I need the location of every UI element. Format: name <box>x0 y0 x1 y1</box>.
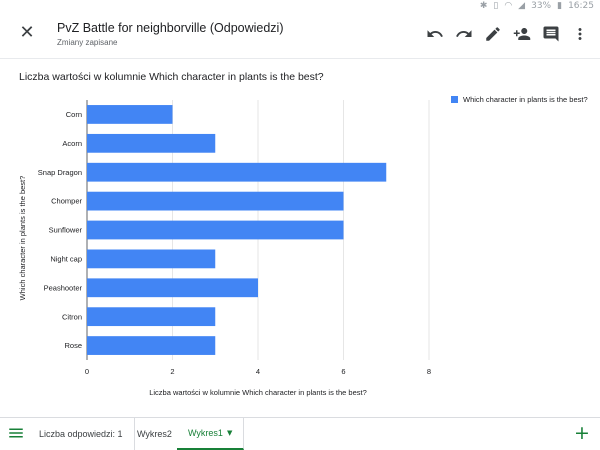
category-label: Rose <box>64 341 82 350</box>
bar-peashooter[interactable] <box>87 278 258 298</box>
category-label: Chomper <box>51 197 82 206</box>
battery-level: 33% <box>531 1 552 11</box>
category-label: Peashooter <box>44 283 83 292</box>
tab-label: Wykres2 <box>137 429 172 439</box>
bar-sunflower[interactable] <box>87 220 344 240</box>
category-label: Snap Dragon <box>38 168 82 177</box>
signal-icon: ◢ <box>518 1 526 11</box>
bar-rose[interactable] <box>87 336 216 355</box>
x-axis-label: Liczba wartości w kolumnie Which charact… <box>149 388 367 397</box>
more-vert-icon[interactable] <box>568 22 592 46</box>
legend-label: Which character in plants is the best? <box>463 95 588 104</box>
category-label: Night cap <box>50 254 82 263</box>
sheet-tab-bar: Liczba odpowiedzi: 1 Wykres2 Wykres1 ▼ + <box>0 417 600 450</box>
close-icon[interactable]: ✕ <box>19 22 35 43</box>
tab-liczba-odpowiedzi[interactable]: Liczba odpowiedzi: 1 <box>28 418 135 450</box>
plus-icon[interactable]: + <box>574 422 590 444</box>
wifi-icon: ◠ <box>504 1 513 11</box>
clock: 16:25 <box>568 1 594 11</box>
vibrate-icon: ▯ <box>493 1 499 11</box>
tab-label: Liczba odpowiedzi: 1 <box>39 429 123 439</box>
category-label: Sunflower <box>49 226 83 235</box>
bar-night-cap[interactable] <box>87 249 216 269</box>
chart-bars <box>87 105 387 355</box>
tab-label: Wykres1 <box>188 428 223 438</box>
x-tick-label: 0 <box>85 367 89 376</box>
document-title: PvZ Battle for neighborville (Odpowiedzi… <box>57 21 284 35</box>
chart-legend: Which character in plants is the best? <box>451 95 588 104</box>
chart-tick-labels: 0 2 4 6 8 <box>85 367 431 376</box>
menu-icon[interactable] <box>7 424 25 442</box>
tab-wykres1[interactable]: Wykres1 ▼ <box>177 418 245 450</box>
chart-category-labels: Corn Acorn Snap Dragon Chomper Sunflower Nigh… <box>38 110 83 350</box>
person-add-icon[interactable] <box>510 22 534 46</box>
redo-icon[interactable] <box>452 22 476 46</box>
x-tick-label: 6 <box>341 367 345 376</box>
x-tick-label: 2 <box>170 367 174 376</box>
undo-icon[interactable] <box>423 22 447 46</box>
bar-corn[interactable] <box>87 105 173 124</box>
bar-snap-dragon[interactable] <box>87 162 387 182</box>
status-indicators: ✱ ▯ ◠ ◢ 33% ▮ 16:25 <box>480 1 594 11</box>
y-axis-label: Which character in plants is the best? <box>18 176 27 301</box>
category-label: Acorn <box>62 139 82 148</box>
bar-acorn[interactable] <box>87 133 216 153</box>
edit-icon[interactable] <box>481 22 505 46</box>
app-bar: ✕ PvZ Battle for neighborville (Odpowied… <box>0 14 600 52</box>
category-label: Citron <box>62 312 82 321</box>
bluetooth-icon: ✱ <box>479 1 488 11</box>
tab-wykres2[interactable]: Wykres2 <box>126 418 184 450</box>
legend-swatch <box>451 96 458 103</box>
bar-chart[interactable]: Corn Acorn Snap Dragon Chomper Sunflower Nigh… <box>0 84 600 414</box>
category-label: Corn <box>66 110 82 119</box>
status-bar: ✱ ▯ ◠ ◢ 33% ▮ 16:25 <box>0 0 600 14</box>
header-divider <box>0 58 600 59</box>
x-tick-label: 8 <box>427 367 431 376</box>
toolbar <box>423 22 592 46</box>
comment-icon[interactable] <box>539 22 563 46</box>
bar-chomper[interactable] <box>87 191 344 211</box>
save-status: Zmiany zapisane <box>57 38 118 47</box>
bar-citron[interactable] <box>87 307 216 327</box>
chart-title: Liczba wartości w kolumnie Which charact… <box>19 71 324 83</box>
battery-icon: ▮ <box>557 1 563 11</box>
x-tick-label: 4 <box>256 367 260 376</box>
chevron-down-icon[interactable]: ▼ <box>226 429 233 437</box>
